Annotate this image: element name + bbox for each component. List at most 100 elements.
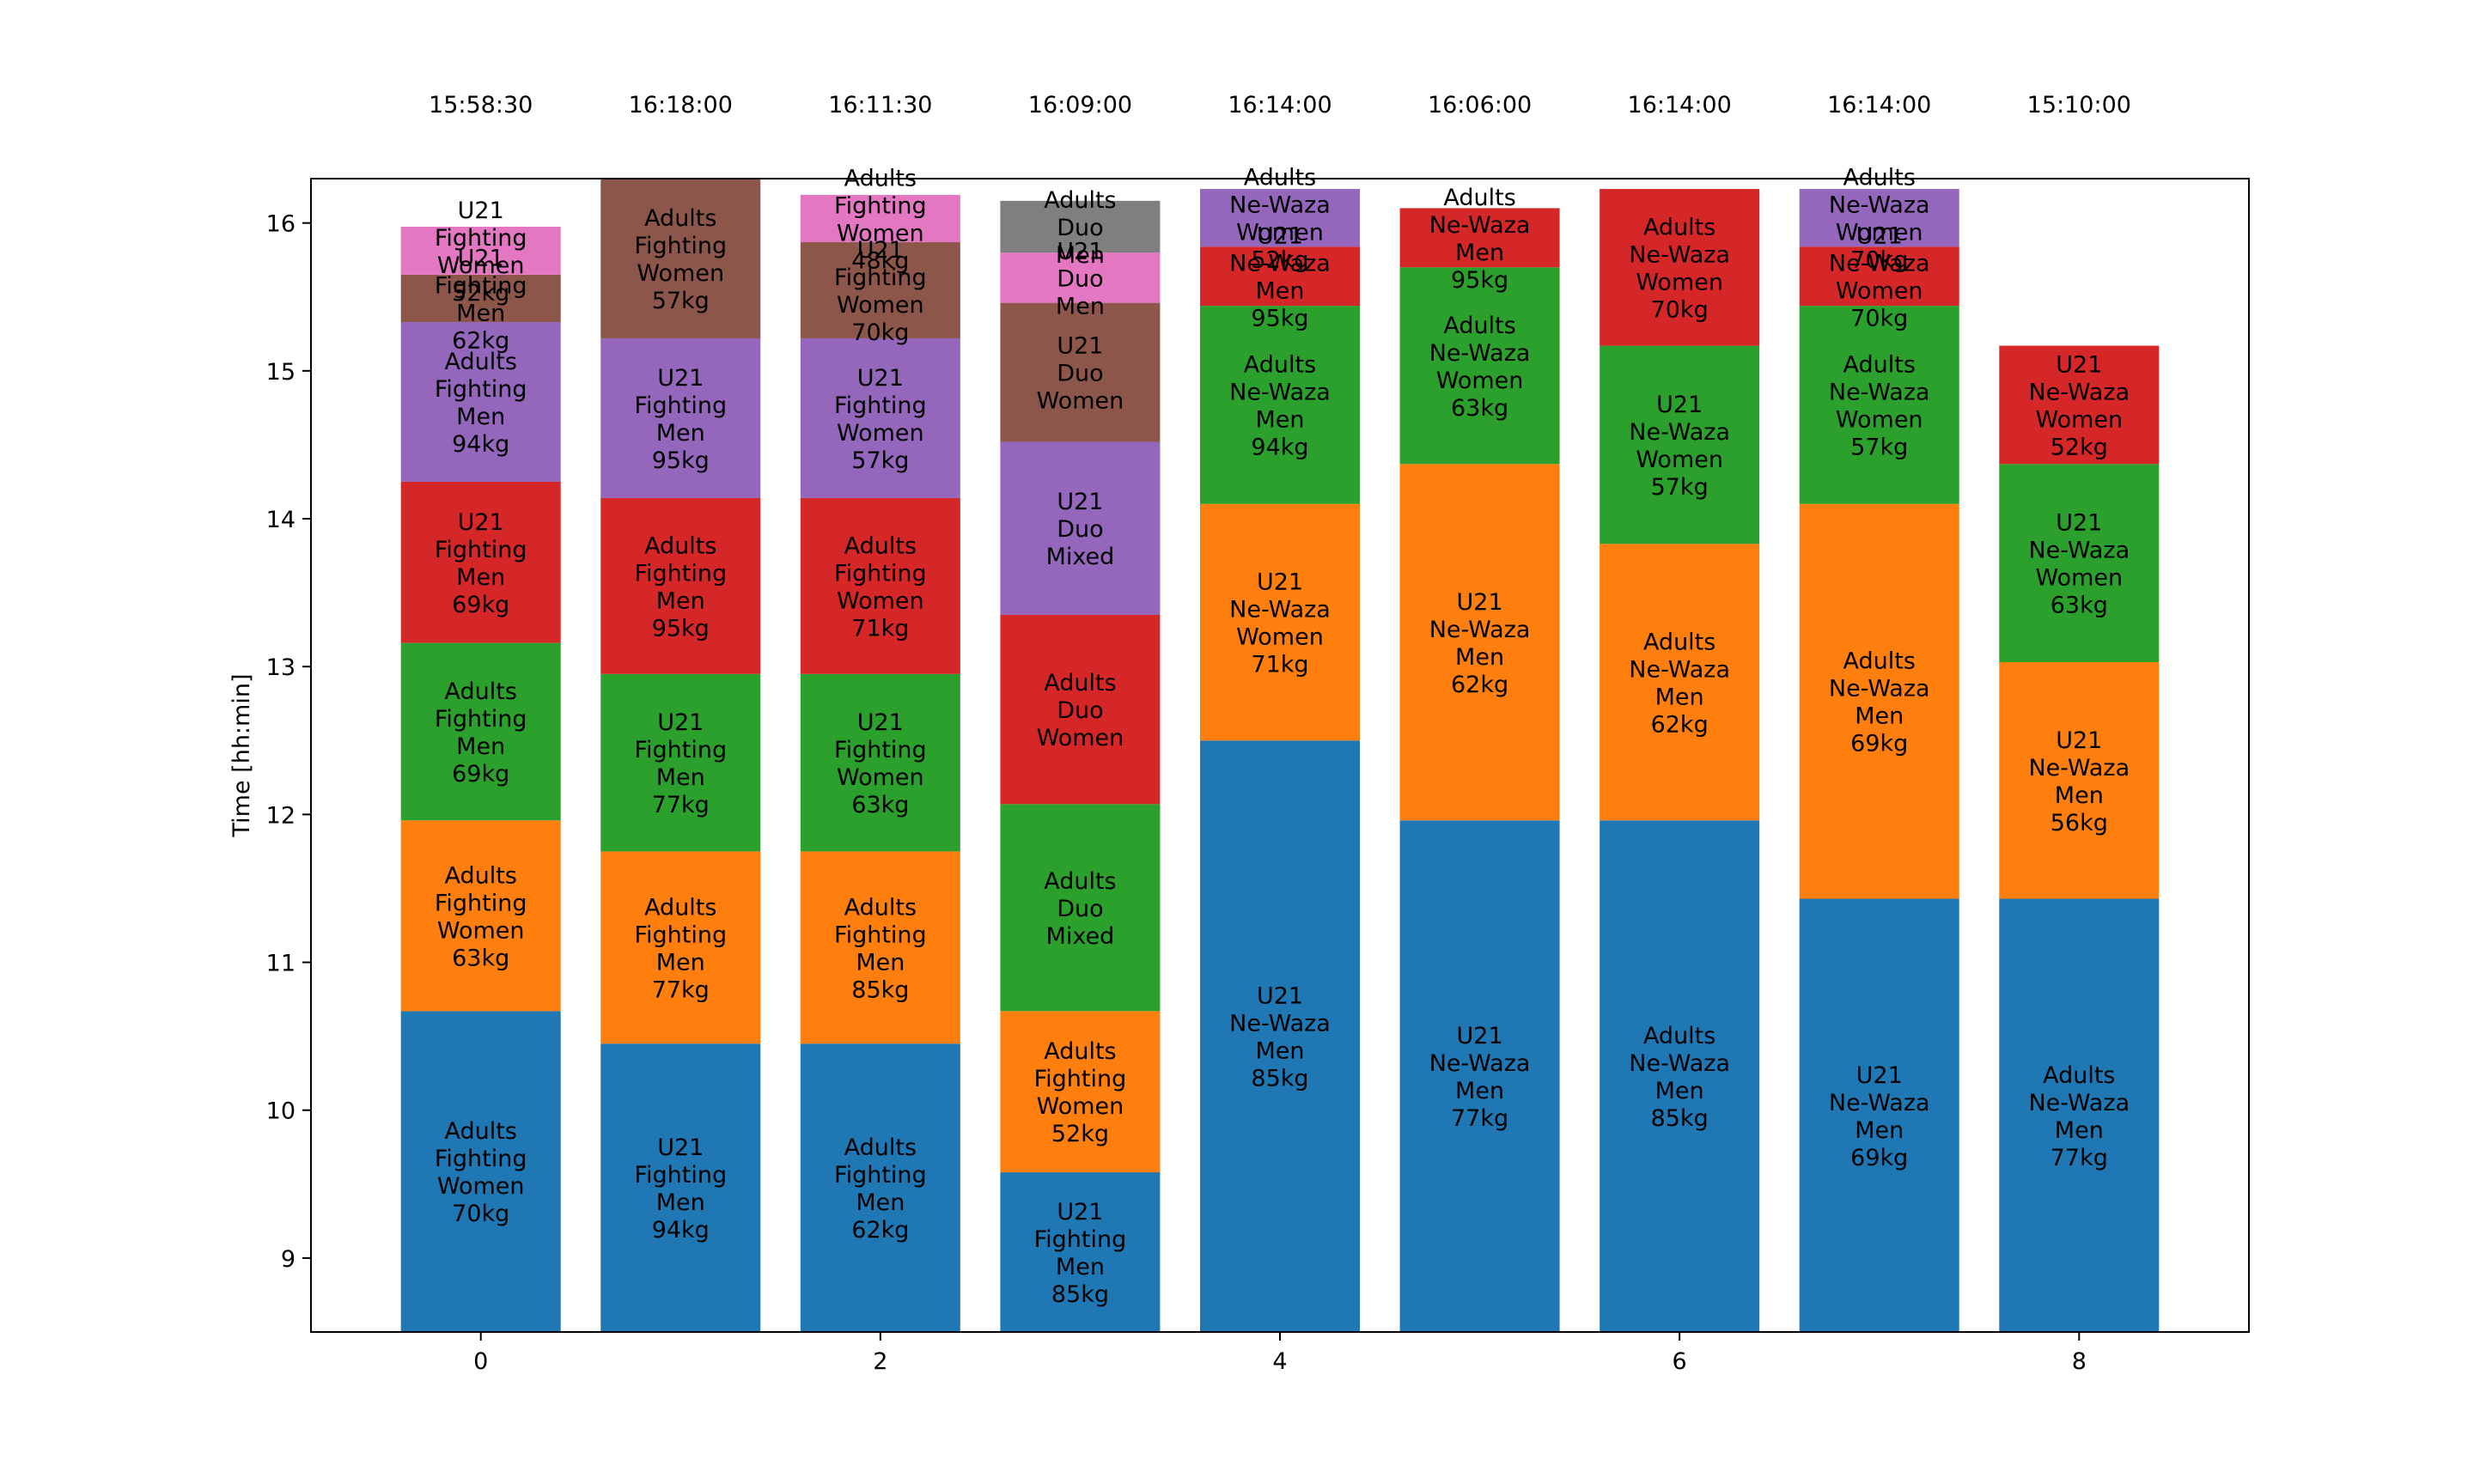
bar-segment	[400, 322, 561, 482]
segment-label: Adults Ne-Waza Men 94kg	[1229, 351, 1331, 460]
bar-end-time-label: 16:14:00	[1228, 92, 1331, 119]
segment-label: U21 Ne-Waza Men 85kg	[1229, 983, 1331, 1092]
y-axis: 9 10 11 12 13 14 15 16	[266, 211, 311, 1273]
bar-segment	[1000, 614, 1161, 805]
segment-label: Adults Duo Mixed	[1044, 868, 1116, 950]
bar-segment	[800, 194, 960, 243]
bar-end-time-label: 16:09:00	[1028, 92, 1132, 119]
y-tick-label: 14	[266, 507, 296, 533]
segment-label: U21 Fighting Women 52kg	[435, 198, 527, 307]
y-tick-label: 9	[281, 1246, 296, 1273]
bar-segment	[1200, 189, 1360, 247]
bar-segment	[1200, 740, 1360, 1332]
bar-segment	[800, 338, 960, 498]
bar-segment	[600, 851, 761, 1044]
segment-label: U21 Ne-Waza Women 70kg	[1829, 223, 1930, 332]
bar-segment	[1799, 503, 1959, 899]
segment-label: U21 Duo Women	[1037, 333, 1124, 415]
segment-label: U21 Ne-Waza Men 69kg	[1829, 1062, 1930, 1171]
bar-segment	[1000, 441, 1161, 615]
bar-segment	[1000, 1011, 1161, 1173]
segment-label: Adults Fighting Men 62kg	[834, 1134, 927, 1244]
segment-label: Adults Ne-Waza Men 95kg	[1429, 185, 1531, 294]
segment-label: Adults Ne-Waza Women 63kg	[1429, 313, 1531, 422]
bar-segment	[1200, 503, 1360, 741]
y-tick-label: 15	[266, 359, 296, 386]
y-tick-label: 10	[266, 1098, 296, 1125]
bar-segment	[1000, 804, 1161, 1012]
bar-segment	[1999, 898, 2160, 1332]
segment-label: Adults Fighting Men 95kg	[634, 532, 727, 642]
x-tick-label: 8	[2072, 1348, 2087, 1375]
bar-segment	[1200, 306, 1360, 504]
segment-label: Adults Ne-Waza Women 70kg	[1629, 214, 1730, 323]
bar-segment	[600, 673, 761, 852]
segment-label: U21 Ne-Waza Women 57kg	[1629, 392, 1730, 501]
segment-labels-layer: Adults Fighting Women 70kg Adults Fighting Wom…	[435, 165, 2130, 1308]
bar-end-time-label: 16:14:00	[1628, 92, 1732, 119]
segment-label: Adults Fighting Women 71kg	[834, 532, 927, 642]
segment-label: Adults Fighting Men 85kg	[834, 894, 927, 1003]
bar-segment	[1600, 820, 1760, 1332]
segment-label: Adults Duo Women	[1037, 670, 1124, 751]
bar-end-time-label: 16:11:30	[828, 92, 932, 119]
segment-label: U21 Fighting Men 94kg	[634, 1134, 727, 1244]
bar-segment	[800, 851, 960, 1044]
bar-segment	[1000, 302, 1161, 442]
segment-label: U21 Fighting Men 95kg	[634, 365, 727, 474]
bar-segment	[1399, 208, 1560, 268]
segment-label: U21 Ne-Waza Women 52kg	[2028, 351, 2130, 460]
segment-label: Adults Ne-Waza Men 62kg	[1629, 629, 1730, 738]
segment-label: U21 Fighting Women 63kg	[834, 709, 927, 818]
y-tick-label: 13	[266, 654, 296, 681]
bar-segment	[1000, 200, 1161, 253]
segment-label: Adults Fighting Women 70kg	[435, 1118, 527, 1227]
bar-segment	[400, 274, 561, 323]
bar-segment	[800, 242, 960, 338]
segment-label: U21 Ne-Waza Men 62kg	[1429, 589, 1531, 698]
bar-end-time-label: 15:10:00	[2027, 92, 2131, 119]
segment-label: U21 Ne-Waza Women 63kg	[2028, 510, 2130, 619]
x-tick-label: 4	[1272, 1348, 1287, 1375]
segment-label: Adults Fighting Men 94kg	[435, 349, 527, 458]
bar-end-time-label: 16:18:00	[629, 92, 733, 119]
bar-end-time-label: 16:06:00	[1428, 92, 1532, 119]
segment-label: Adults Ne-Waza Men 77kg	[2028, 1062, 2130, 1171]
segment-label: U21 Duo Men	[1056, 238, 1105, 319]
bar-segment	[400, 642, 561, 821]
bar-segment	[1600, 544, 1760, 821]
bar-segment	[1200, 246, 1360, 307]
bar-segment	[1000, 252, 1161, 303]
x-tick-label: 2	[873, 1348, 887, 1375]
y-tick-label: 16	[266, 211, 296, 238]
segment-label: Adults Fighting Men 77kg	[634, 894, 727, 1003]
bar-segment	[1799, 898, 1959, 1332]
x-tick-label: 0	[473, 1348, 488, 1375]
bar-segment	[1399, 464, 1560, 821]
bar-segment	[1799, 246, 1959, 307]
bar-segment	[1999, 464, 2160, 663]
bar-segment	[400, 481, 561, 643]
bar-segment	[400, 1011, 561, 1332]
segment-label: Adults Ne-Waza Women 70kg	[1829, 165, 1930, 274]
segment-label: U21 Duo Mixed	[1046, 489, 1115, 570]
segment-label: U21 Ne-Waza Men 77kg	[1429, 1023, 1531, 1132]
bar-segment	[600, 1043, 761, 1332]
bar-segment	[400, 226, 561, 275]
bar-end-labels-layer: 15:58:30 16:18:00 16:11:30 16:09:00 16:14:00…	[429, 92, 2131, 119]
bar-end-time-label: 16:14:00	[1827, 92, 1931, 119]
segment-label: U21 Fighting Men 77kg	[634, 709, 727, 818]
x-axis: 0 2 4 6 8	[473, 1332, 2087, 1375]
segment-label: Adults Fighting Women 57kg	[634, 205, 727, 314]
segment-label: Adults Fighting Men 69kg	[435, 678, 527, 788]
bar-segment	[1600, 345, 1760, 544]
segment-label: U21 Fighting Men 62kg	[435, 245, 527, 354]
y-tick-label: 11	[266, 951, 296, 977]
segment-label: U21 Fighting Women 57kg	[834, 365, 927, 474]
bar-segment	[1999, 662, 2160, 899]
bar-segment	[1999, 345, 2160, 465]
segment-label: Adults Ne-Waza Women 57kg	[1829, 351, 1930, 460]
bar-end-time-label: 15:58:30	[429, 92, 533, 119]
segment-label: Adults Ne-Waza Women 52kg	[1229, 165, 1331, 274]
